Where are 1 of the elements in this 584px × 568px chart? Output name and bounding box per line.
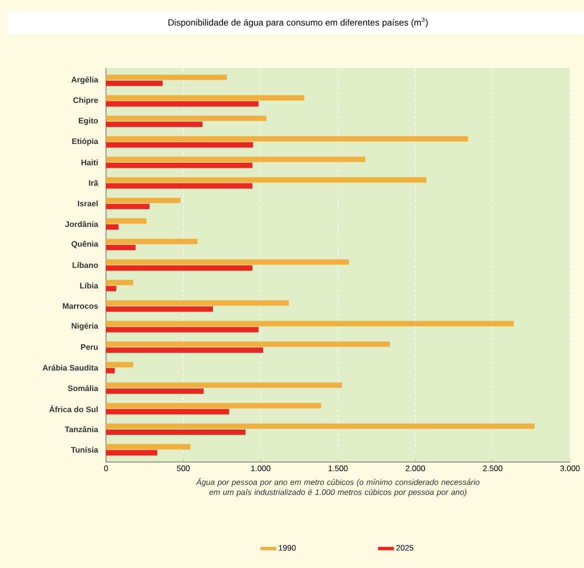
chart-title: Disponibilidade de água para consumo em diferentes países (m$^{3}$) xyxy=(168,18,428,28)
